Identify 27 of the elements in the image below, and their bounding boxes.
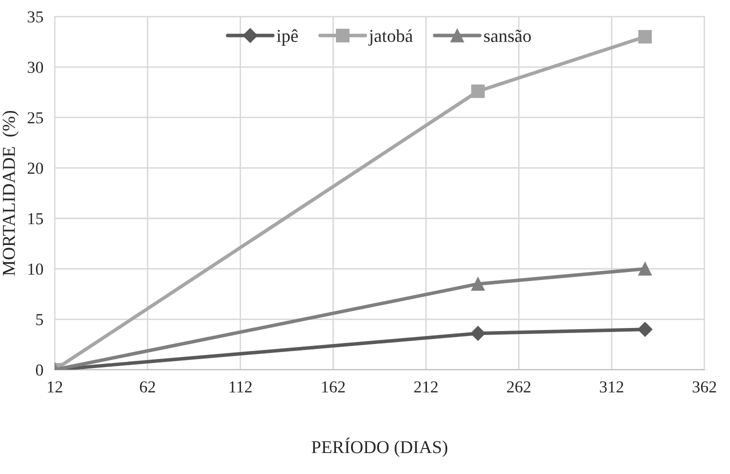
- point: [638, 262, 652, 276]
- y-tick-label: 0: [36, 364, 44, 376]
- y-tick-label: 25: [28, 112, 43, 124]
- x-tick-label: 112: [230, 381, 252, 392]
- legend-label: ipê: [276, 29, 298, 46]
- x-tick-label: 362: [692, 381, 716, 393]
- x-tick-label: 262: [507, 381, 530, 393]
- y-tick-label: 20: [28, 162, 44, 174]
- x-tick-label: 212: [414, 381, 438, 392]
- y-tick-label: 10: [28, 264, 44, 275]
- x-axis-title: PERÍODO (DIAS): [312, 438, 448, 457]
- point: [471, 277, 485, 291]
- y-tick-label: 30: [28, 62, 44, 73]
- y-axis-title: MORTALIDADE (%): [2, 110, 19, 276]
- x-tick-label: 312: [600, 381, 624, 393]
- x-tick-label: 162: [322, 381, 345, 393]
- point: [471, 84, 485, 98]
- point: [638, 30, 652, 44]
- y-tick-label: 35: [28, 11, 43, 23]
- y-tick-label: 15: [28, 213, 43, 224]
- point: [470, 326, 486, 341]
- x-tick-label: 62: [140, 381, 155, 393]
- point: [638, 322, 652, 337]
- y-tick-label: 5: [36, 314, 43, 326]
- legend-label: jatobá: [368, 29, 413, 46]
- legend-label: sansão: [484, 30, 531, 42]
- x-tick-label: 12: [48, 381, 62, 392]
